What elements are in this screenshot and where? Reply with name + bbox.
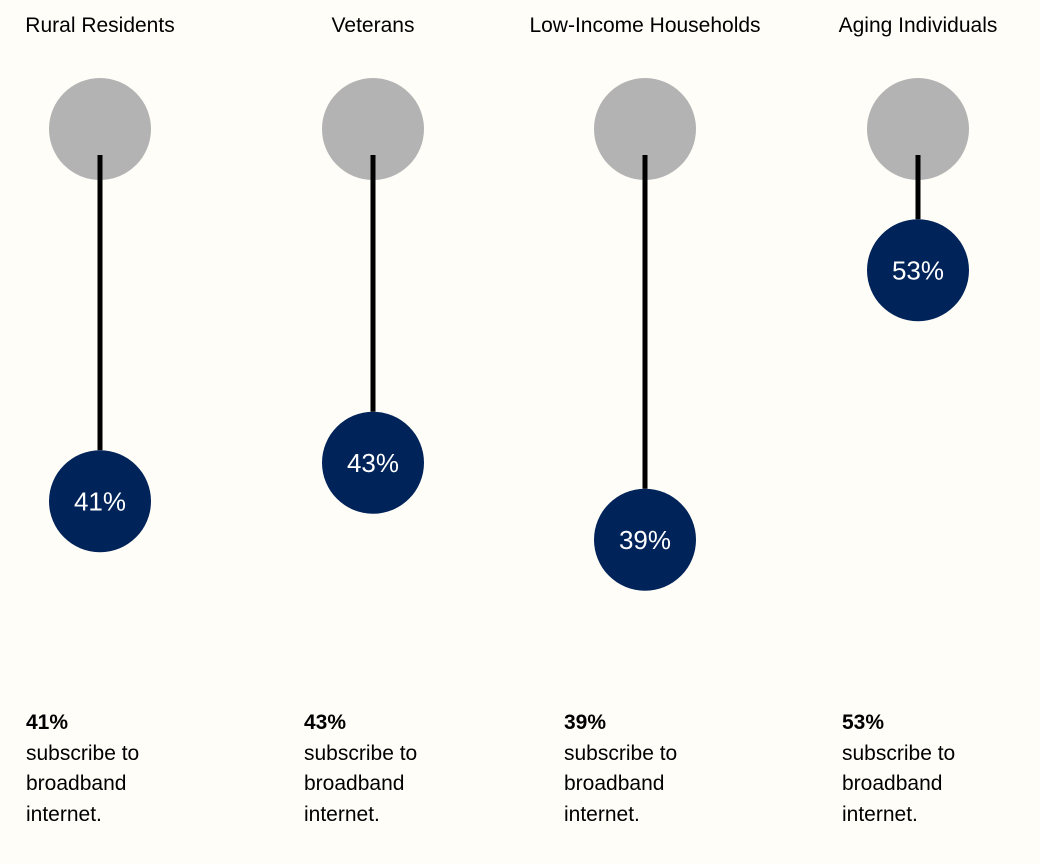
caption-text: internet.	[564, 802, 640, 826]
caption-percent: 39%	[564, 711, 607, 734]
caption-percent: 53%	[842, 711, 885, 734]
category-title: Veterans	[331, 14, 415, 37]
caption-text: internet.	[26, 802, 102, 826]
caption-text: internet.	[304, 802, 380, 826]
category-title: Aging Individuals	[838, 14, 998, 37]
value-circle	[322, 411, 424, 514]
value-label: 41%	[74, 486, 126, 516]
reference-circle	[49, 78, 151, 180]
caption: 43% subscribe to broadband internet.	[304, 708, 417, 830]
category-title: Low-Income Households	[529, 14, 761, 37]
caption-text: broadband	[26, 772, 127, 795]
caption-text: subscribe to	[26, 741, 140, 765]
caption-text: subscribe to	[564, 741, 678, 765]
caption-text: internet.	[842, 802, 918, 826]
caption: 41% subscribe to broadband internet.	[26, 708, 139, 830]
value-circle	[49, 450, 151, 553]
reference-circle	[594, 78, 696, 180]
caption: 39% subscribe to broadband internet.	[564, 708, 677, 830]
caption-text: subscribe to	[304, 741, 418, 765]
reference-circle	[322, 78, 424, 180]
value-label: 43%	[347, 448, 399, 478]
value-circle	[867, 219, 969, 322]
caption-percent: 41%	[26, 711, 69, 734]
reference-circle	[867, 78, 969, 180]
caption-percent: 43%	[304, 711, 347, 734]
caption-text: broadband	[304, 772, 405, 795]
caption-text: subscribe to	[842, 741, 956, 765]
category-title: Rural Residents	[25, 14, 175, 37]
caption: 53% subscribe to broadband internet.	[842, 708, 955, 830]
value-label: 53%	[892, 255, 944, 285]
caption-text: broadband	[842, 772, 943, 795]
value-label: 39%	[619, 525, 671, 555]
value-circle	[594, 488, 696, 591]
caption-text: broadband	[564, 772, 665, 795]
